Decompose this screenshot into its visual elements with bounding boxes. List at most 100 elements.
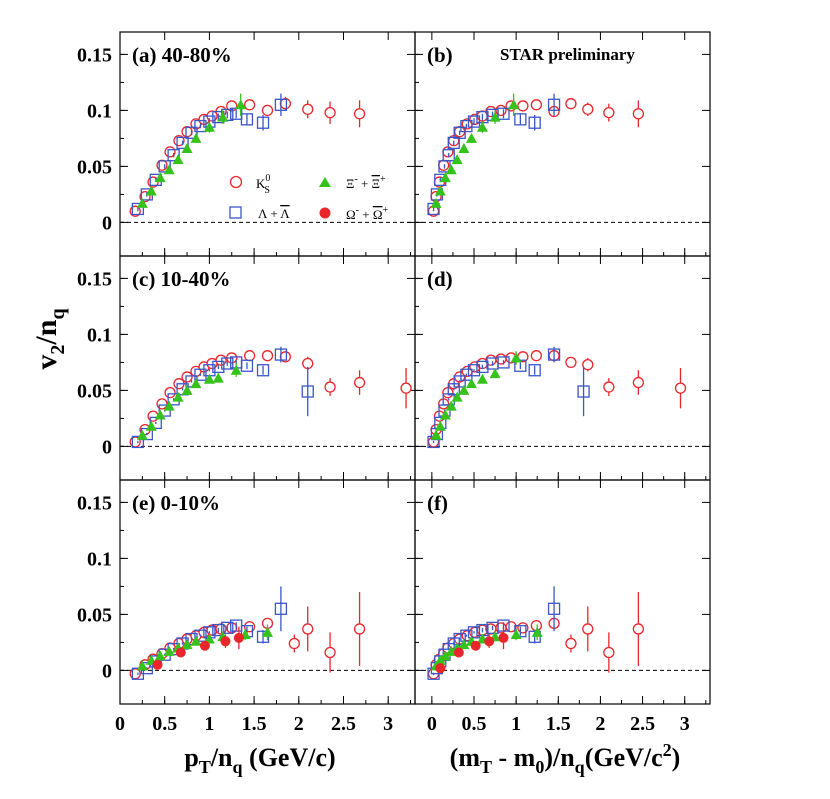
- point-xi: [451, 154, 463, 165]
- point-ks0: [261, 104, 274, 117]
- point-xi: [203, 633, 215, 644]
- legend-xi-text: Ξ- + Ξ+: [346, 174, 386, 191]
- y-tick-label: 0.1: [87, 324, 112, 346]
- point-ks0: [215, 354, 227, 366]
- panel-f: 0 0.5 1 1.5 2 2.5 3 (f): [414, 479, 711, 735]
- x-tick-label: 0.5: [462, 713, 487, 735]
- y-axis-label: v2/nq: [30, 308, 69, 369]
- point-lambda: [547, 348, 561, 361]
- point-lambda: [547, 98, 561, 111]
- point-xi: [465, 132, 477, 143]
- point-ks0: [582, 103, 594, 115]
- point-xi: [430, 197, 442, 208]
- point-ks0: [353, 108, 366, 120]
- x-tick-label: 1: [204, 713, 214, 735]
- point-xi: [172, 154, 184, 165]
- point-xi: [434, 420, 446, 431]
- point-xi: [203, 373, 215, 384]
- point-ks0: [632, 376, 645, 389]
- point-xi: [203, 121, 215, 132]
- point-xi: [489, 368, 501, 379]
- point-xi: [190, 635, 202, 646]
- point-ks0: [565, 98, 577, 110]
- point-ks0: [215, 623, 227, 635]
- point-ks0: [324, 106, 336, 119]
- point-lambda: [467, 626, 481, 639]
- point-xi: [489, 111, 501, 122]
- point-ks0: [324, 381, 336, 393]
- point-ks0: [181, 126, 193, 138]
- legend-ks0-marker: [229, 175, 243, 189]
- point-xi: [136, 429, 148, 440]
- point-xi: [230, 364, 242, 375]
- star-preliminary-label: STAR preliminary: [500, 45, 635, 64]
- point-xi: [190, 378, 202, 389]
- point-omega: [435, 663, 446, 674]
- legend-lambda-text: Λ + Λ: [258, 206, 290, 221]
- x-axis-label-right: (mT - m0)/nq(GeV/c2): [450, 740, 681, 777]
- y-tick-label: 0.05: [77, 604, 112, 626]
- point-ks0: [353, 376, 366, 389]
- point-omega: [484, 636, 495, 647]
- point-xi: [235, 99, 247, 110]
- point-ks0: [147, 410, 159, 422]
- point-xi: [136, 197, 148, 208]
- point-lambda: [131, 435, 145, 449]
- point-lambda: [274, 348, 288, 361]
- point-lambda: [240, 359, 254, 372]
- point-ks0: [632, 623, 645, 635]
- point-omega: [152, 659, 163, 670]
- point-ks0: [565, 637, 577, 650]
- panel-label: (e) 0-10%: [132, 491, 220, 515]
- point-omega: [470, 640, 481, 651]
- panel-frame: [414, 479, 711, 705]
- point-lambda: [221, 357, 234, 370]
- point-ks0: [603, 646, 615, 659]
- point-ks0: [517, 100, 529, 112]
- point-lambda: [497, 356, 510, 369]
- point-xi: [439, 172, 451, 183]
- point-lambda: [476, 360, 489, 374]
- point-lambda: [212, 623, 225, 637]
- y-tick-label: 0.15: [77, 492, 112, 514]
- point-lambda: [240, 113, 254, 126]
- point-xi: [510, 352, 522, 363]
- y-tick-label: 0.1: [87, 548, 112, 570]
- panel-label: (a) 40-80%: [132, 43, 232, 67]
- point-ks0: [324, 646, 336, 659]
- point-lambda: [453, 126, 466, 139]
- legend-ks0-text: K0 S: [256, 173, 270, 196]
- point-xi: [445, 400, 457, 411]
- point-xi: [508, 99, 520, 110]
- panel-c: 0 0.05 0.1 0.15 (c) 10-40%: [77, 255, 416, 481]
- point-xi: [451, 391, 463, 402]
- point-xi: [430, 429, 442, 440]
- y-tick-label: 0: [102, 436, 112, 458]
- x-tick-label: 1: [511, 713, 521, 735]
- point-lambda: [221, 621, 234, 634]
- point-ks0: [438, 159, 450, 171]
- point-omega: [453, 647, 464, 658]
- point-xi: [434, 185, 446, 196]
- point-ks0: [530, 350, 543, 362]
- point-lambda: [274, 98, 288, 111]
- point-xi: [181, 639, 193, 650]
- point-ks0: [288, 637, 300, 650]
- y-tick-label: 0: [102, 212, 112, 234]
- x-tick-label: 2: [294, 713, 304, 735]
- point-ks0: [353, 623, 366, 635]
- legend: K0 S Ξ- + Ξ+ Λ + Λ Ω- + Ω+: [229, 173, 389, 222]
- point-ks0: [243, 99, 256, 111]
- point-xi: [510, 629, 522, 640]
- point-lambda: [301, 385, 314, 398]
- point-lambda: [176, 136, 189, 150]
- y-tick-label: 0.05: [77, 380, 112, 402]
- point-xi: [217, 111, 229, 122]
- panel-a: 0 0.05 0.1 0.15 (a) 40-80%: [77, 31, 416, 257]
- point-omega: [175, 647, 186, 658]
- point-lambda: [442, 149, 455, 162]
- point-lambda: [514, 113, 527, 126]
- point-ks0: [674, 382, 687, 394]
- panel-label: (f): [427, 491, 448, 515]
- x-tick-label: 0.5: [152, 713, 177, 735]
